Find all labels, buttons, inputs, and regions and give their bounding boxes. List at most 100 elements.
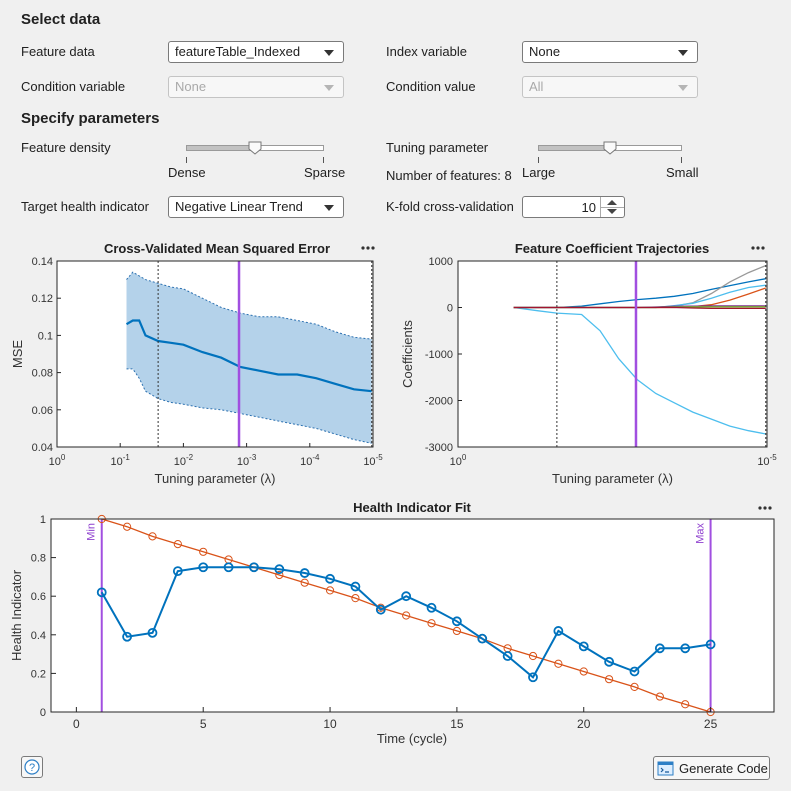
y-tick-label: 1 bbox=[40, 514, 46, 526]
more-options-icon[interactable] bbox=[361, 246, 375, 250]
data-point bbox=[579, 667, 588, 676]
kfold-label: K-fold cross-validation bbox=[386, 199, 514, 214]
data-point bbox=[122, 631, 133, 642]
data-point bbox=[300, 578, 309, 587]
x-axis-label: Tuning parameter (λ) bbox=[552, 471, 673, 486]
mean-mse-line bbox=[125, 319, 372, 393]
coefficient-trajectory bbox=[513, 306, 766, 435]
coefficient-trajectory bbox=[513, 306, 766, 310]
y-tick-label: 0.12 bbox=[32, 293, 53, 305]
slider-tick bbox=[681, 157, 682, 163]
x-tick-label: 10-3 bbox=[237, 453, 257, 468]
data-point bbox=[173, 539, 182, 549]
data-point bbox=[402, 611, 411, 620]
data-point bbox=[350, 581, 361, 592]
slider-thumb[interactable] bbox=[248, 141, 262, 155]
x-tick-label: 100 bbox=[450, 453, 467, 468]
help-button[interactable]: ? bbox=[21, 756, 43, 778]
generate-code-button[interactable]: Generate Code bbox=[653, 756, 770, 780]
tuning-parameter-slider[interactable] bbox=[538, 140, 684, 180]
condition-variable-value: None bbox=[175, 79, 207, 94]
chart-title: Health Indicator Fit bbox=[353, 500, 471, 515]
data-point bbox=[655, 692, 664, 701]
data-point bbox=[147, 627, 158, 638]
slider-thumb[interactable] bbox=[603, 141, 617, 155]
axes-box bbox=[50, 518, 775, 713]
confidence-band bbox=[126, 272, 372, 444]
dot bbox=[758, 506, 762, 510]
spinner-buttons[interactable] bbox=[600, 197, 624, 217]
data-point bbox=[351, 594, 360, 603]
data-point bbox=[199, 547, 208, 556]
slider-fill bbox=[539, 146, 610, 150]
y-tick-label: 0.06 bbox=[32, 405, 53, 417]
condition-value-dropdown[interactable]: All bbox=[522, 76, 698, 98]
dot bbox=[768, 506, 772, 510]
select-data-heading: Select data bbox=[21, 11, 101, 28]
x-axis-label: Time (cycle) bbox=[377, 731, 447, 746]
data-point bbox=[427, 619, 436, 628]
data-point bbox=[528, 651, 538, 661]
y-axis-label: Health Indicator bbox=[9, 569, 24, 661]
target-health-indicator-value: Negative Linear Trend bbox=[175, 199, 303, 214]
data-point bbox=[680, 643, 691, 654]
condition-variable-label: Condition variable bbox=[21, 79, 126, 94]
chevron-down-icon bbox=[678, 50, 688, 56]
help-icon: ? bbox=[24, 759, 40, 775]
plot-area bbox=[51, 519, 774, 712]
data-point bbox=[275, 570, 284, 580]
x-tick-label: 10-1 bbox=[111, 453, 131, 468]
y-tick-label: 1000 bbox=[429, 256, 453, 268]
data-point bbox=[451, 616, 462, 627]
number-of-features-text: Number of features: 8 bbox=[386, 168, 512, 183]
data-point bbox=[554, 659, 563, 668]
target-health-indicator-dropdown[interactable]: Negative Linear Trend bbox=[168, 196, 344, 218]
coefficient-chart: -3000 -2000 -1000 0 1000 100 10-5 Feature Coeff… bbox=[400, 241, 777, 486]
data-point bbox=[249, 562, 259, 573]
data-point bbox=[605, 675, 614, 684]
dot bbox=[371, 246, 375, 250]
y-tick-label: 0.14 bbox=[32, 256, 53, 268]
x-tick-label: 15 bbox=[450, 717, 464, 731]
mse-chart: 0.04 0.06 0.08 0.1 0.12 0.14 100 10-1 10-2 10-3 10… bbox=[10, 241, 383, 486]
x-tick-label: 10-4 bbox=[300, 453, 320, 468]
decrement-icon[interactable] bbox=[607, 209, 617, 214]
y-tick-label: -3000 bbox=[425, 442, 453, 454]
data-point bbox=[325, 573, 335, 584]
more-options-icon[interactable] bbox=[758, 506, 772, 510]
tuning-parameter-min-label: Large bbox=[522, 165, 556, 180]
condition-variable-dropdown[interactable]: None bbox=[168, 76, 344, 98]
index-variable-value: None bbox=[529, 44, 561, 59]
more-options-icon[interactable] bbox=[751, 246, 765, 250]
data-point bbox=[705, 639, 716, 650]
tuning-parameter-label: Tuning parameter bbox=[386, 140, 489, 155]
x-tick-label: 10 bbox=[323, 717, 337, 731]
data-point bbox=[172, 566, 183, 577]
y-tick-label: 0.4 bbox=[31, 630, 46, 642]
data-point bbox=[452, 626, 461, 636]
chart-title: Cross-Validated Mean Squared Error bbox=[104, 241, 330, 256]
data-point bbox=[629, 666, 640, 677]
x-tick-label: 10-5 bbox=[757, 453, 777, 468]
y-tick-label: -1000 bbox=[425, 349, 453, 361]
index-variable-dropdown[interactable]: None bbox=[522, 41, 698, 63]
axes-box bbox=[56, 260, 374, 448]
chevron-down-icon bbox=[324, 205, 334, 211]
data-point bbox=[604, 656, 615, 667]
specify-parameters-heading: Specify parameters bbox=[21, 110, 160, 127]
kfold-spinner[interactable]: 10 bbox=[522, 196, 625, 218]
feature-data-dropdown[interactable]: featureTable_Indexed bbox=[168, 41, 344, 63]
increment-icon[interactable] bbox=[607, 200, 617, 205]
x-tick-label: 5 bbox=[200, 717, 207, 731]
plot-area bbox=[458, 261, 767, 447]
marker-label: Max bbox=[695, 523, 707, 544]
chevron-down-icon bbox=[678, 85, 688, 91]
kfold-value[interactable]: 10 bbox=[581, 200, 596, 215]
feature-density-slider[interactable] bbox=[186, 140, 326, 180]
target-health-indicator-label: Target health indicator bbox=[21, 199, 149, 214]
dot bbox=[763, 506, 767, 510]
data-point bbox=[223, 562, 234, 573]
dot bbox=[751, 246, 755, 250]
chart-title: Feature Coefficient Trajectories bbox=[515, 241, 709, 256]
data-point bbox=[96, 587, 107, 598]
